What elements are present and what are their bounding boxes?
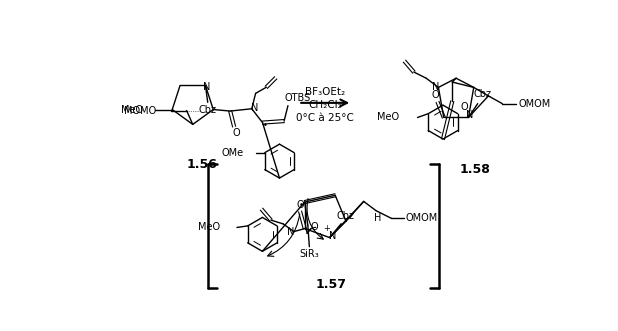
Text: Cbz: Cbz (336, 211, 354, 221)
Text: MeO: MeO (198, 222, 220, 232)
Text: MOMO: MOMO (124, 106, 156, 116)
Text: 1.58: 1.58 (460, 163, 491, 175)
Text: MeO: MeO (121, 105, 143, 115)
Text: N: N (287, 227, 295, 237)
Text: 0°C à 25°C: 0°C à 25°C (296, 113, 354, 123)
Text: OMe: OMe (221, 148, 243, 158)
Text: OMOM: OMOM (405, 213, 438, 223)
Text: N: N (467, 110, 473, 120)
Text: N: N (251, 103, 258, 113)
Text: •: • (263, 121, 268, 130)
Text: 1.56: 1.56 (187, 158, 218, 171)
Text: N: N (203, 82, 210, 92)
Text: O: O (461, 103, 468, 113)
Text: O: O (232, 128, 240, 138)
Text: H: H (374, 213, 381, 223)
Text: O: O (296, 200, 304, 210)
Text: 1.57: 1.57 (316, 278, 347, 291)
Text: •: • (299, 201, 304, 210)
Text: BF₃OEt₂: BF₃OEt₂ (305, 87, 345, 97)
Text: SiR₃: SiR₃ (300, 249, 320, 260)
Text: MeO: MeO (377, 113, 399, 122)
Text: O: O (310, 222, 318, 232)
Text: OMOM: OMOM (519, 99, 551, 109)
Text: CH₂Cl₂: CH₂Cl₂ (308, 100, 342, 110)
Text: OTBS: OTBS (284, 93, 310, 103)
Text: Cbz: Cbz (473, 89, 491, 99)
Text: O: O (431, 90, 439, 100)
Text: +: + (323, 224, 330, 233)
Text: Cbz: Cbz (199, 105, 217, 115)
Text: N: N (431, 82, 439, 92)
Text: N: N (329, 231, 336, 241)
